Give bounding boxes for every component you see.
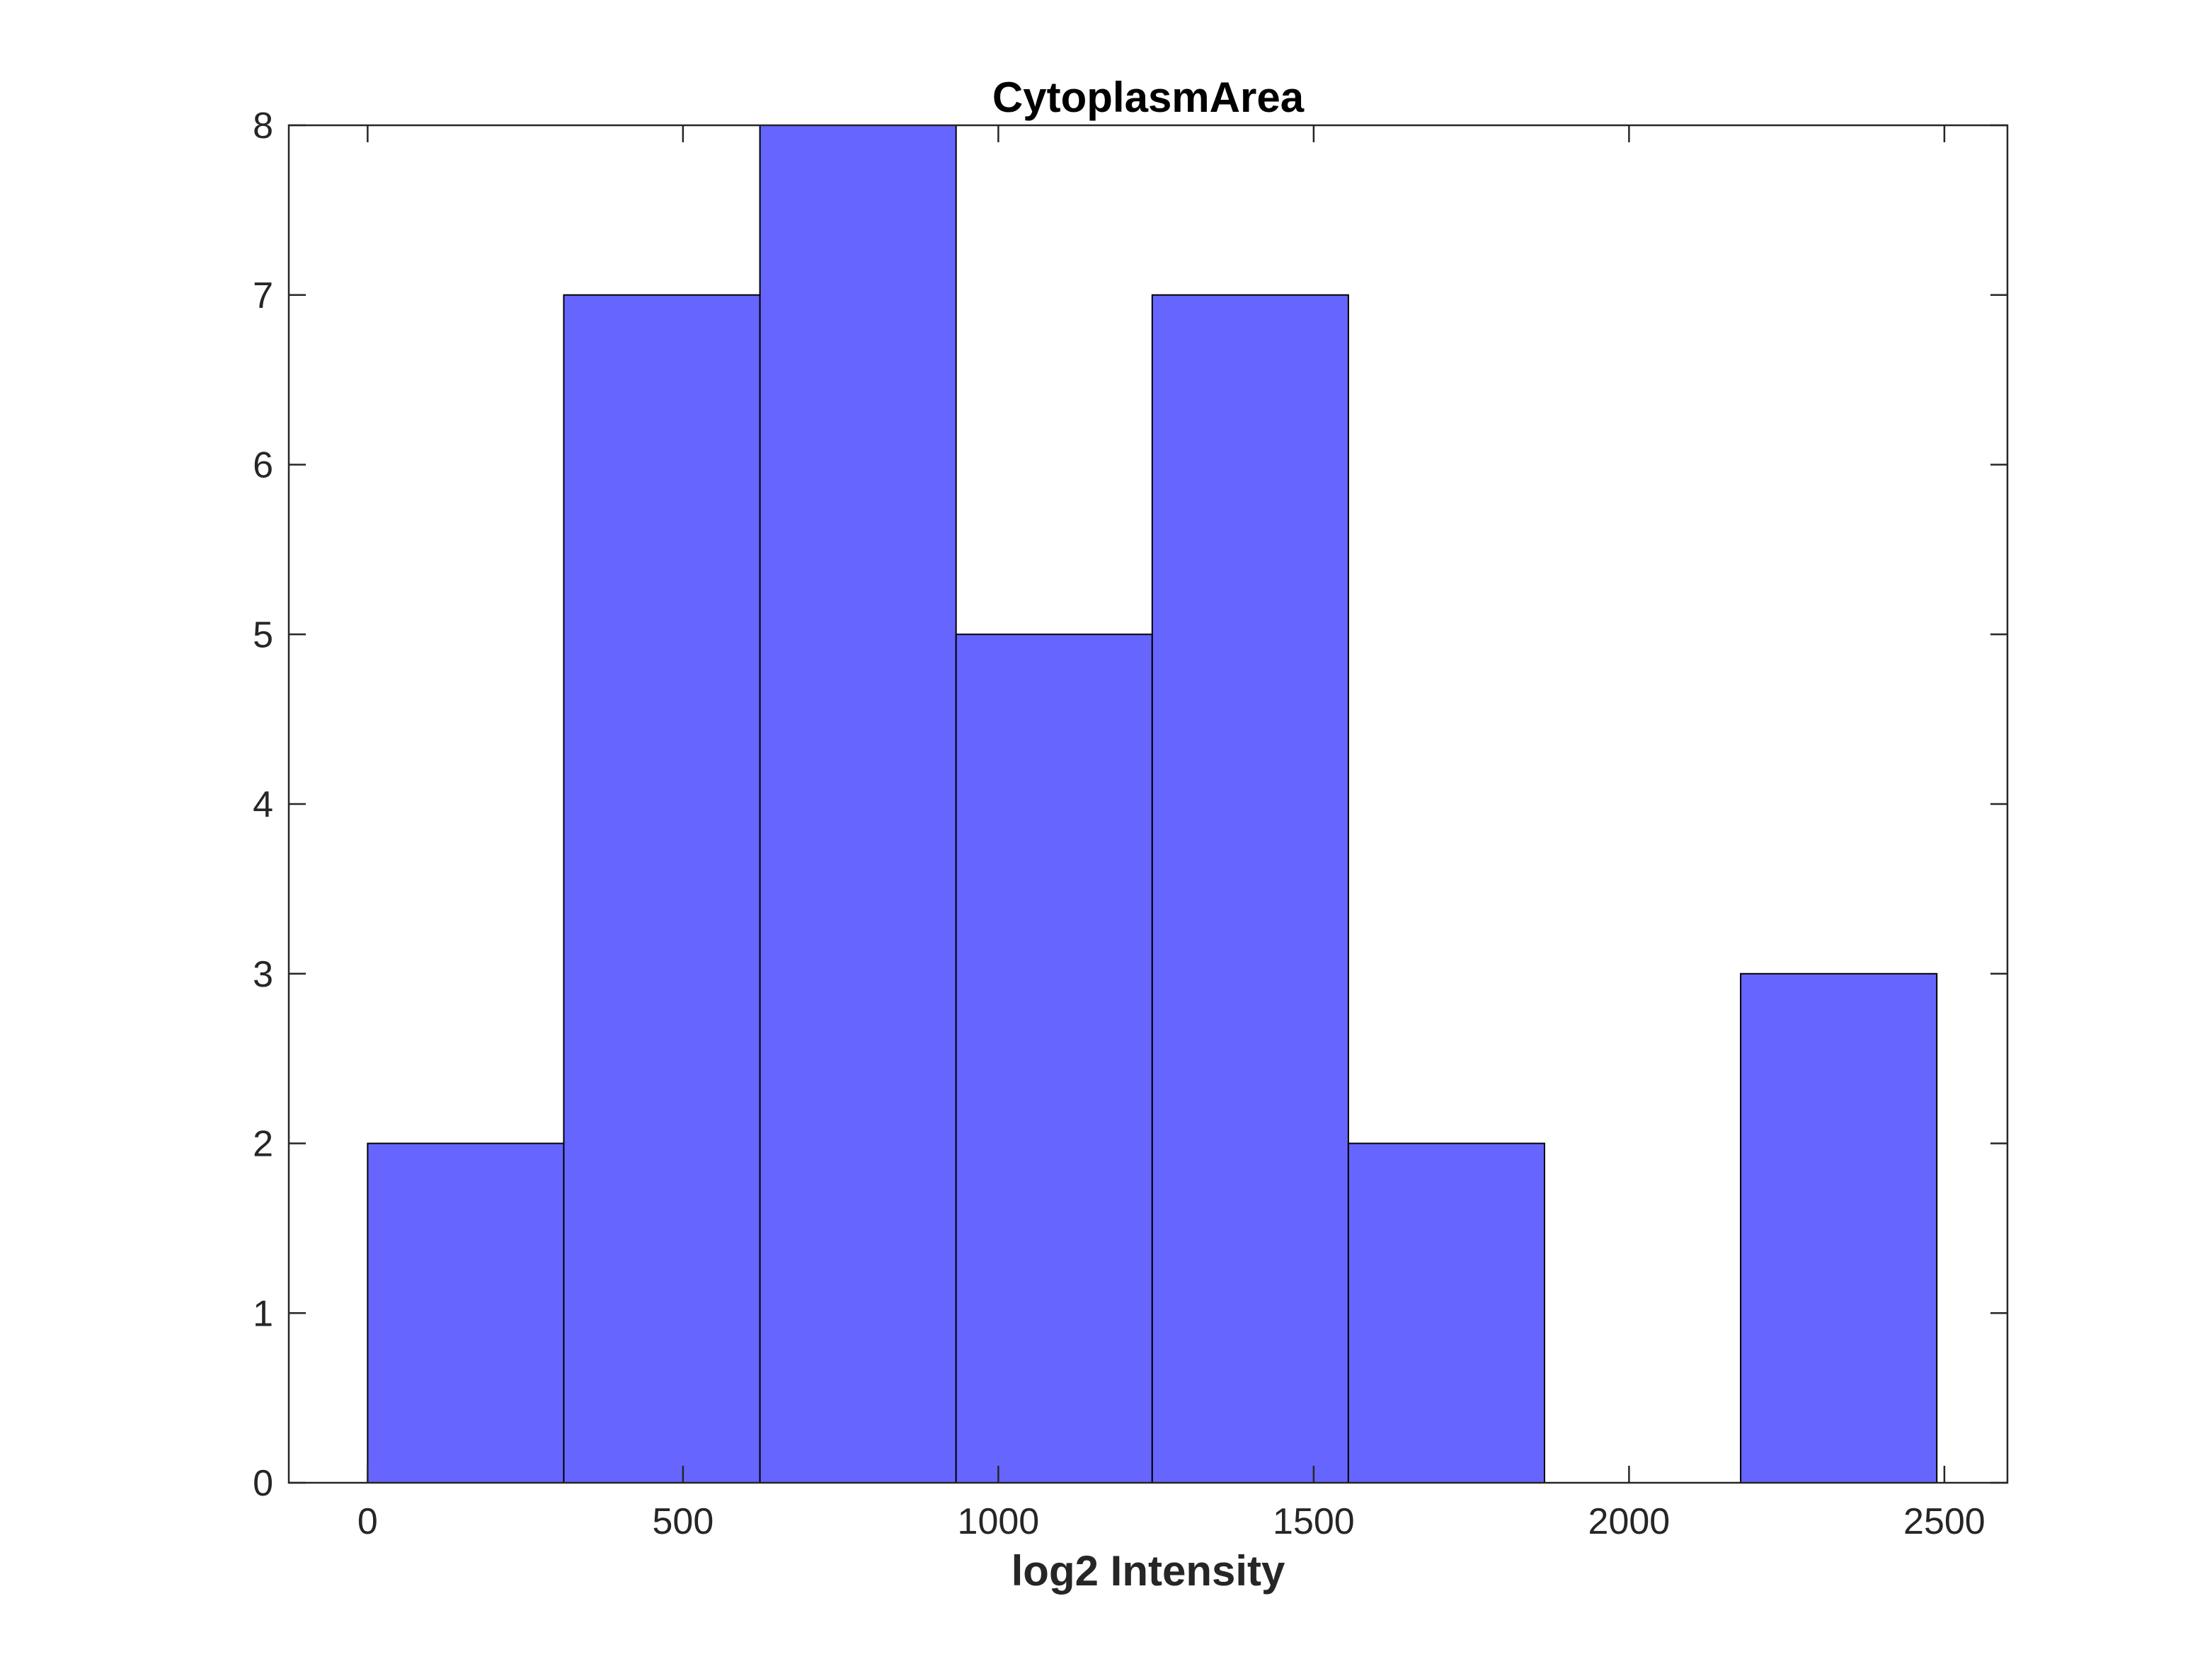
x-axis-title: log2 Intensity xyxy=(1012,1547,1285,1595)
plot-frame xyxy=(287,124,2009,1484)
histogram-bar xyxy=(563,294,761,1483)
x-tick-label: 2000 xyxy=(1588,1501,1671,1542)
x-tick-label: 500 xyxy=(652,1501,714,1542)
histogram-bar xyxy=(1740,972,1938,1483)
y-tick-label: 6 xyxy=(253,445,273,486)
histogram-bar xyxy=(1347,1142,1545,1483)
histogram-bar xyxy=(1151,294,1349,1483)
x-tick-label: 2500 xyxy=(1903,1501,1985,1542)
y-tick-label: 0 xyxy=(253,1463,273,1504)
histogram-bar xyxy=(367,1142,565,1483)
y-tick-label: 1 xyxy=(253,1293,273,1334)
x-tick-label: 1500 xyxy=(1273,1501,1355,1542)
y-tick-label: 2 xyxy=(253,1124,273,1165)
histogram-bar xyxy=(759,125,957,1483)
x-tick-label: 0 xyxy=(357,1501,378,1542)
x-tick-label: 1000 xyxy=(958,1501,1040,1542)
y-tick-label: 5 xyxy=(253,614,273,655)
histogram-bar xyxy=(955,633,1153,1483)
bars-group xyxy=(367,125,1938,1483)
y-tick-label: 3 xyxy=(253,954,273,995)
chart-title: CytoplasmArea xyxy=(992,74,1305,121)
y-tick-label: 4 xyxy=(253,784,273,825)
ticks-group: 0 500 1000 1500 2000 2500 0 1 2 3 4 5 6 7 8 xyxy=(253,105,2007,1542)
y-tick-label: 8 xyxy=(253,105,273,147)
y-tick-label: 7 xyxy=(253,275,273,316)
